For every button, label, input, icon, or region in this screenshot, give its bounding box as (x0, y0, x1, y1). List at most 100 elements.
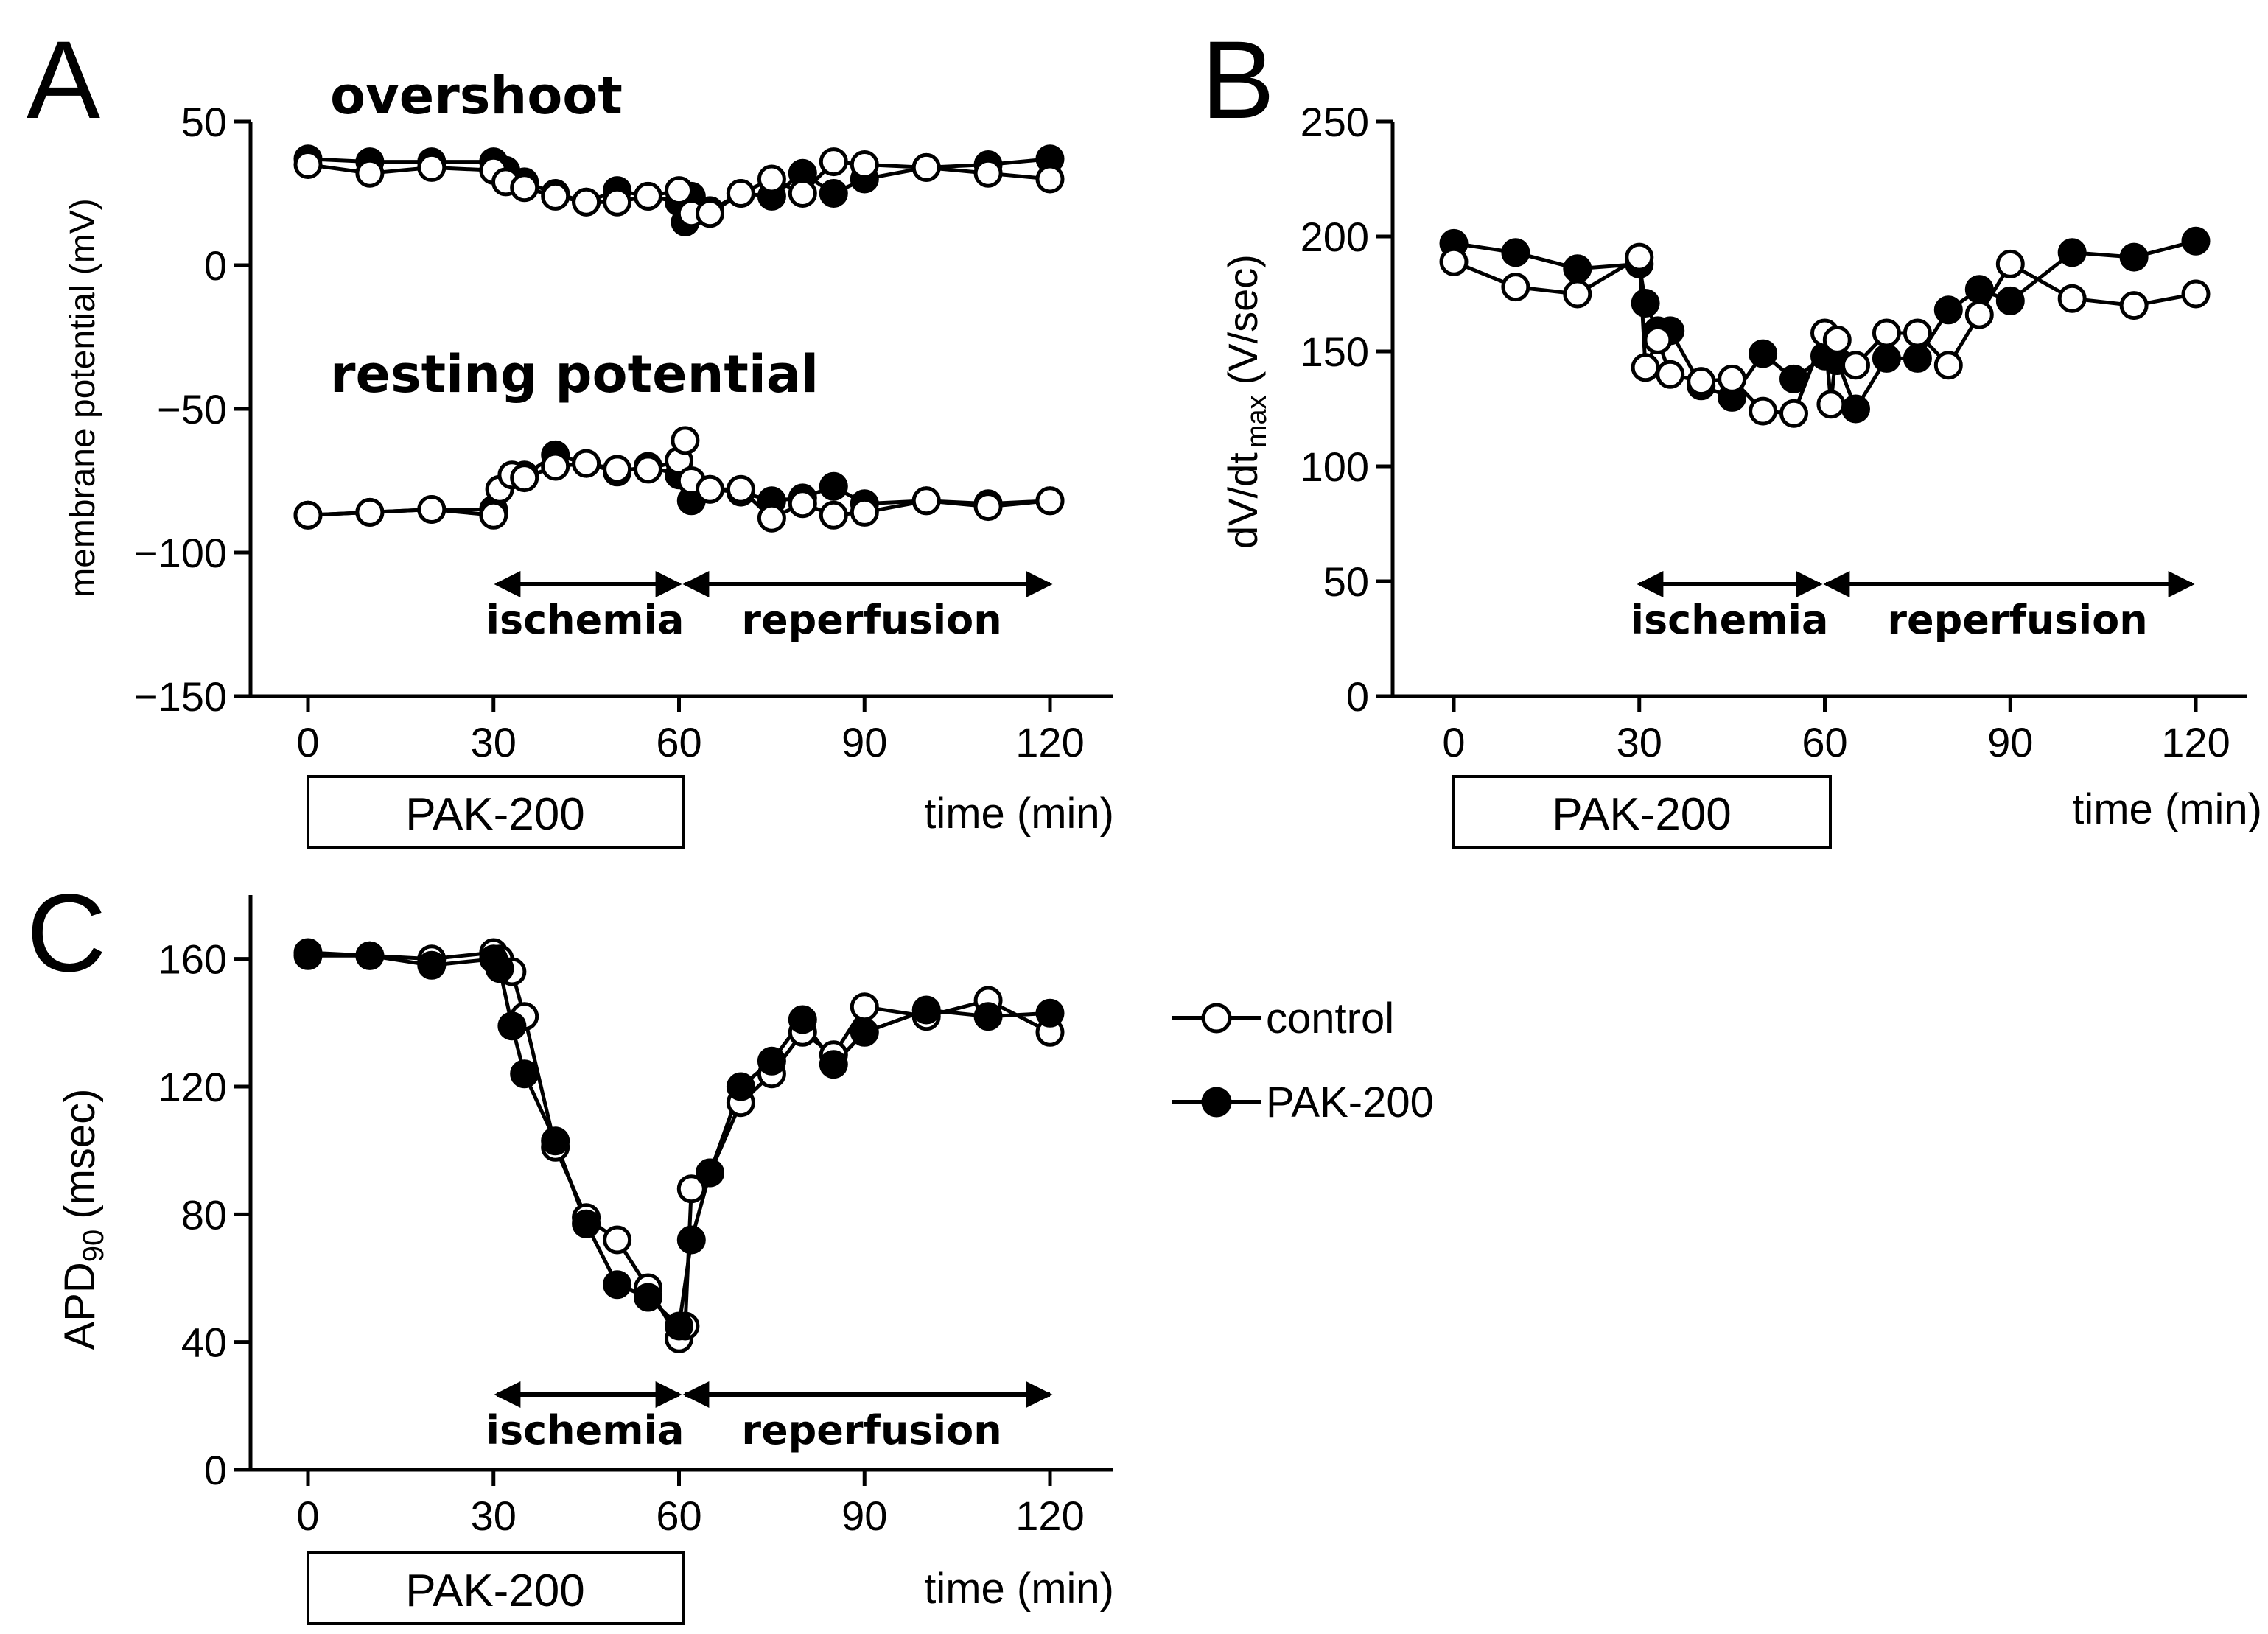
panel-b-series-control-point (1656, 360, 1685, 389)
panel-b-series-pak-200-point (1501, 238, 1530, 267)
panel-a-series-control-resting-point (850, 497, 879, 527)
panel-b-drug-box-label: PAK-200 (1552, 789, 1732, 840)
panel-b-label: B (1201, 18, 1275, 141)
panel-b-ytick-label: 0 (1346, 673, 1369, 720)
panel-c-label: C (27, 871, 106, 995)
panel-c-plot: 160 120 80 40 0 0 30 60 90 120 (158, 895, 1113, 1539)
panel-c-series-pak-200-point (510, 1059, 539, 1089)
panel-a-series-control-overshoot-point (819, 147, 848, 177)
panel-a-plot: 50 0 −50 −100 −150 0 30 60 90 120 (134, 99, 1113, 765)
panel-b-series-control-point (1816, 390, 1846, 419)
panel-c-ytick-label: 120 (158, 1064, 227, 1110)
panel-c-xtick-label: 60 (656, 1493, 701, 1539)
panel-a-series-control-resting-point (479, 500, 508, 530)
panel-a-series-control-overshoot-point (355, 158, 385, 188)
panel-c-reperfusion-label: reperfusion (741, 1407, 1001, 1454)
panel-b-series-control-point (1841, 351, 1870, 380)
panel-c-ytick-label: 160 (158, 936, 227, 983)
panel-b-xtick-label: 120 (2161, 719, 2230, 765)
panel-a-xtick-label: 0 (296, 719, 319, 765)
panel-b-xlabel: time (min) (2072, 785, 2262, 833)
panel-a-ischemia-label: ischemia (486, 597, 685, 643)
panel-b-series-pak-200-point (2119, 242, 2149, 272)
panel-b-series-control-point (1643, 325, 1673, 354)
panel-b-reperfusion-label: reperfusion (1887, 597, 2147, 643)
panel-c-series-pak-200-point (788, 1005, 817, 1034)
panel-b-xtick-label: 30 (1617, 719, 1662, 765)
panel-a-series-control-resting-point (1035, 486, 1065, 516)
panel-b: B dV/dt max (V/sec) ischemia reperfusion P… (1201, 18, 2262, 849)
panel-b-series-pak-200-point (2181, 226, 2211, 256)
panel-c: C APD90(msec) ischemia reperfusion PAK-2… (27, 871, 1114, 1625)
panel-b-series-control-point (1964, 300, 1994, 329)
panel-b-series-control-point (2181, 279, 2211, 309)
panel-a-series-control-resting-point (417, 495, 447, 524)
panel-b-ytick-label: 250 (1301, 99, 1369, 145)
panel-a-series-control-resting-point (757, 503, 786, 533)
panel-b-series-control-point (2119, 291, 2149, 320)
panel-b-series-pak-200-point (1933, 295, 1963, 325)
panel-c-series-pak-200-point (1035, 998, 1065, 1028)
panel-b-series-control-point (1872, 318, 1901, 348)
panel-a-series-control-resting-point (788, 489, 817, 519)
panel-b-series-pak-200-point (1872, 343, 1901, 373)
panel-a-series-control-resting-point (671, 426, 700, 455)
panel-c-drug-box (307, 1551, 685, 1625)
panel-c-ytick-label: 40 (181, 1319, 227, 1366)
panel-b-plot: 250 200 150 100 50 0 0 30 60 90 120 (1301, 99, 2247, 765)
panel-b-series-control-point (1933, 351, 1963, 380)
panel-b-series-control-point (1563, 279, 1592, 309)
panel-c-ylabel-sub: 90 (77, 1230, 110, 1263)
panel-c-xtick-label: 90 (841, 1493, 887, 1539)
panel-a-xtick-label: 120 (1015, 719, 1084, 765)
panel-b-ytick-label: 50 (1323, 558, 1369, 605)
panel-a-ylabel: membrane potential (mV) (63, 198, 102, 597)
panel-b-series-pak-200-point (1995, 286, 2025, 315)
panel-a-xtick-label: 90 (841, 719, 887, 765)
panel-b-ylabel: dV/dt max (V/sec) (1219, 254, 1273, 549)
panel-b-series-pak-200-point (1563, 254, 1592, 284)
panel-a-series-pak-200-overshoot-point (819, 179, 848, 208)
panel-c-series-pak-200-point (665, 1311, 693, 1341)
legend: control PAK-200 (1172, 995, 1434, 1126)
panel-a-ytick-label: −150 (134, 673, 227, 720)
panel-a-series-control-resting-point (541, 452, 570, 481)
panel-a-series-control-overshoot-point (634, 181, 662, 211)
panel-b-series-control-point (1625, 242, 1654, 272)
panel-b-series-control-point (1631, 353, 1660, 382)
panel-a-series-control-overshoot-point (973, 158, 1003, 188)
panel-a-xlabel: time (min) (924, 790, 1114, 838)
panel-c-series-pak-200-point (572, 1209, 601, 1238)
panel-c-series-pak-200-point (355, 941, 385, 970)
panel-c-series-pak-200-point (850, 1017, 879, 1047)
panel-c-series-control-point (850, 992, 879, 1022)
panel-c-series-pak-200-point (696, 1158, 724, 1188)
panel-b-series-pak-200-point (1749, 339, 1778, 368)
panel-b-xtick-label: 0 (1442, 719, 1465, 765)
panel-b-ytick-label: 100 (1301, 443, 1369, 490)
panel-c-series-pak-200-point (497, 1011, 527, 1041)
panel-b-series-pak-200-point (1903, 343, 1932, 373)
panel-b-series-control-point (1822, 325, 1852, 354)
panel-a-series-control-overshoot-point (696, 199, 724, 228)
panel-a-series-control-overshoot-point (603, 187, 632, 217)
panel-b-series-control-point (2057, 284, 2087, 313)
panel-a-series-control-overshoot-point (850, 150, 879, 179)
panel-b-series-control-point (1779, 399, 1808, 428)
panel-c-series-pak-200-point (603, 1270, 632, 1300)
panel-a-reperfusion-label: reperfusion (741, 597, 1001, 643)
panel-a-series-control-resting-point (634, 455, 662, 484)
panel-b-series-pak-200-point (1841, 394, 1870, 424)
panel-a-series-control-overshoot-point (788, 179, 817, 208)
panel-c-ytick-label: 0 (204, 1447, 227, 1493)
panel-c-series-pak-200-point (485, 954, 514, 983)
panel-c-ylabel: APD90 (msec) (56, 1089, 110, 1350)
panel-c-series-pak-200-point (973, 1002, 1003, 1031)
panel-c-xtick-label: 0 (296, 1493, 319, 1539)
panel-a-series-control-resting-point (911, 486, 941, 516)
panel-c-series-pak-200-point (541, 1126, 570, 1156)
panel-a-series-control-overshoot-point (1035, 164, 1065, 194)
panel-c-ytick-label: 80 (181, 1191, 227, 1238)
panel-a-series-control-resting-point (696, 474, 724, 504)
panel-a-series-control-resting-point (510, 463, 539, 493)
